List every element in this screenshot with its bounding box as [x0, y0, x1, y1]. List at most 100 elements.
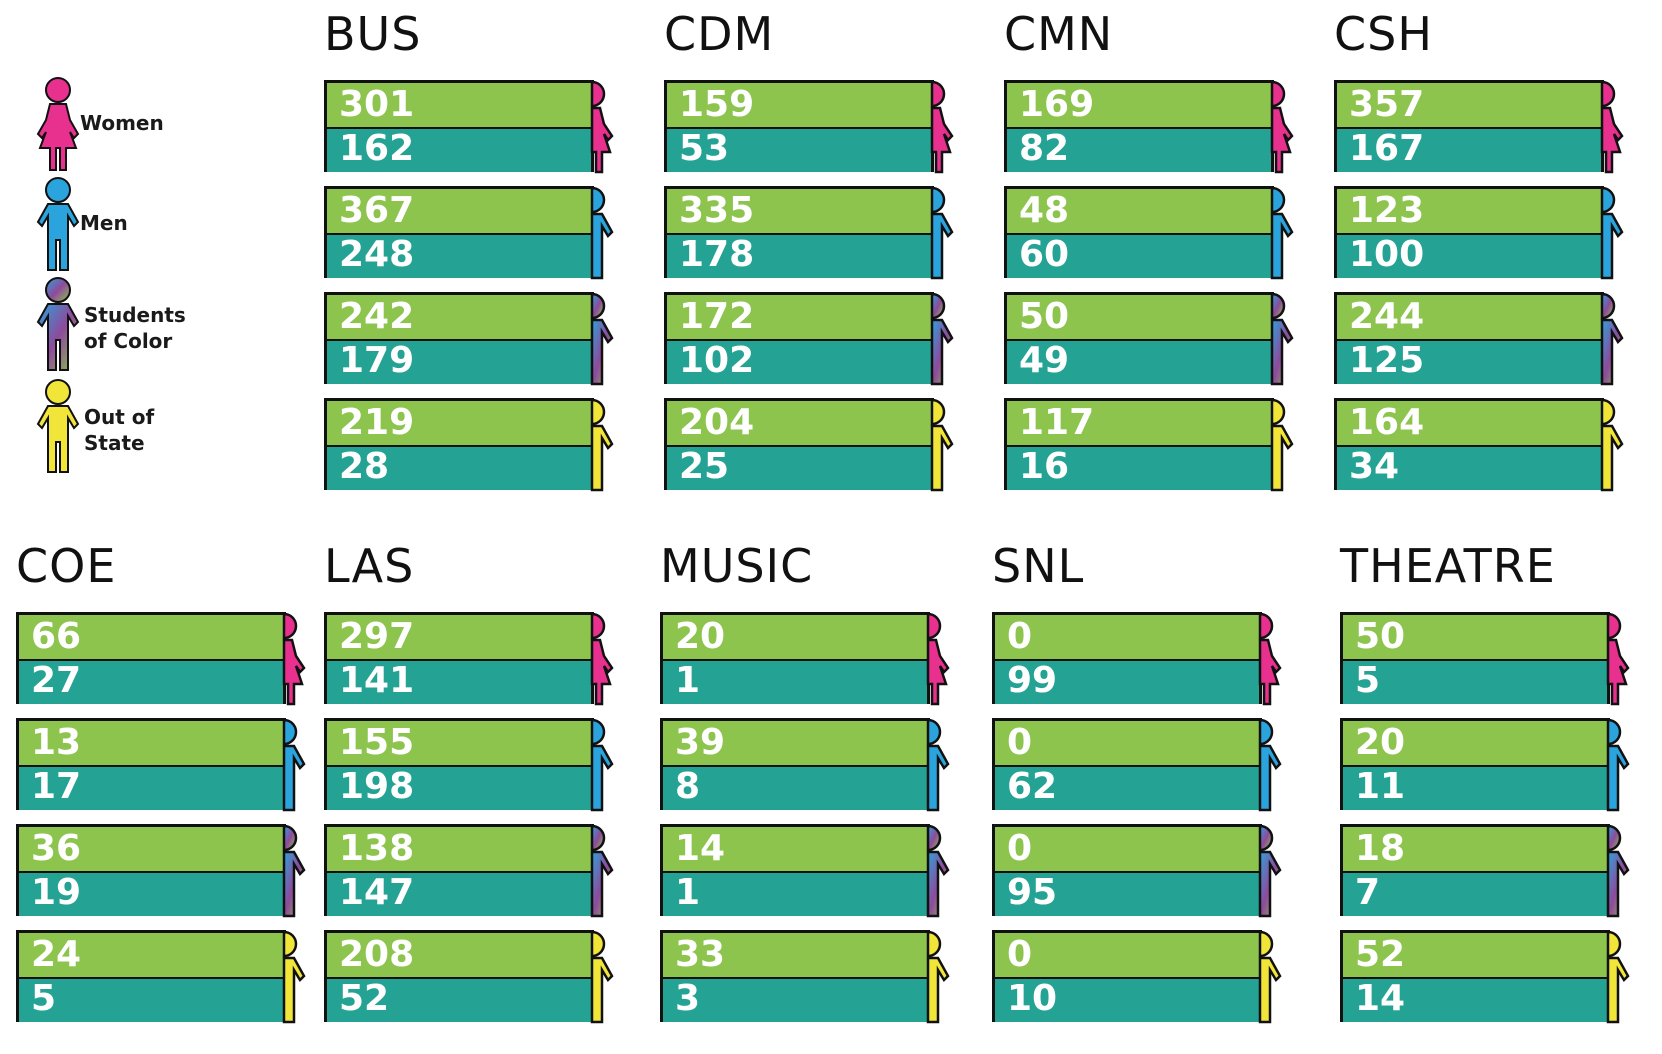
value-bottom-label: 53 [679, 128, 730, 169]
bar-top-segment [327, 721, 591, 768]
bar-bottom-segment [1343, 767, 1607, 810]
value-bottom-label: 49 [1019, 340, 1070, 381]
panel-title: MUSIC [660, 539, 814, 593]
bar-top-segment [1337, 189, 1601, 236]
bar-bottom-segment [995, 979, 1259, 1022]
value-top-label: 66 [31, 616, 82, 657]
out-of-state-icon [282, 930, 306, 1024]
bar-students-of-color: 36 19 [16, 824, 316, 920]
value-top-label: 123 [1349, 190, 1425, 231]
bar-bottom-segment [1337, 341, 1601, 384]
bar-women: 357 167 [1334, 80, 1634, 176]
legend-label-students-of-color: Students of Color [84, 303, 186, 353]
value-top-label: 13 [31, 722, 82, 763]
bar-box: 66 27 [16, 612, 286, 704]
value-bottom-label: 52 [339, 978, 390, 1019]
bar-box: 301 162 [324, 80, 594, 172]
bar-top-segment [1337, 401, 1601, 448]
bar-box: 357 167 [1334, 80, 1604, 172]
woman-icon [1270, 80, 1294, 174]
value-bottom-label: 5 [31, 978, 57, 1019]
bar-top-segment [19, 827, 283, 874]
value-top-label: 219 [339, 402, 415, 443]
woman-icon [1600, 80, 1624, 174]
bar-top-segment [1007, 295, 1271, 342]
value-top-label: 242 [339, 296, 415, 337]
bar-top-segment [1337, 295, 1601, 342]
bar-box: 20 11 [1340, 718, 1610, 810]
value-bottom-label: 82 [1019, 128, 1070, 169]
bar-box: 335 178 [664, 186, 934, 278]
bar-box: 0 62 [992, 718, 1262, 810]
woman-icon [36, 77, 80, 171]
bar-students-of-color: 0 95 [992, 824, 1292, 920]
value-top-label: 164 [1349, 402, 1425, 443]
bar-out-of-state: 33 3 [660, 930, 960, 1026]
bar-box: 0 10 [992, 930, 1262, 1022]
bar-top-segment [327, 401, 591, 448]
bar-bottom-segment [1343, 979, 1607, 1022]
bar-top-segment [995, 827, 1259, 874]
bar-top-segment [1343, 933, 1607, 980]
bar-bottom-segment [1007, 447, 1271, 490]
man-icon [36, 177, 80, 271]
out-of-state-icon [1606, 930, 1630, 1024]
bar-out-of-state: 0 10 [992, 930, 1292, 1026]
bar-bottom-segment [19, 767, 283, 810]
bar-box: 18 7 [1340, 824, 1610, 916]
legend: Women Men Students of Color Out of State [0, 0, 300, 520]
bar-out-of-state: 164 34 [1334, 398, 1634, 494]
bar-top-segment [1343, 827, 1607, 874]
bar-top-segment [19, 933, 283, 980]
bar-box: 244 125 [1334, 292, 1604, 384]
value-top-label: 18 [1355, 828, 1406, 869]
bar-bottom-segment [327, 767, 591, 810]
value-top-label: 301 [339, 84, 415, 125]
bar-top-segment [1343, 721, 1607, 768]
bar-box: 24 5 [16, 930, 286, 1022]
bar-bottom-segment [663, 661, 927, 704]
value-top-label: 52 [1355, 934, 1406, 975]
bar-bottom-segment [327, 129, 591, 172]
bar-top-segment [1343, 615, 1607, 662]
value-bottom-label: 34 [1349, 446, 1400, 487]
out-of-state-icon [1258, 930, 1282, 1024]
value-top-label: 138 [339, 828, 415, 869]
bar-out-of-state: 204 25 [664, 398, 964, 494]
bar-box: 33 3 [660, 930, 930, 1022]
panel-title: LAS [324, 539, 415, 593]
value-bottom-label: 178 [679, 234, 755, 275]
bar-box: 52 14 [1340, 930, 1610, 1022]
legend-item-out-of-state: Out of State [36, 378, 296, 478]
value-bottom-label: 16 [1019, 446, 1070, 487]
bar-box: 297 141 [324, 612, 594, 704]
bar-bottom-segment [327, 661, 591, 704]
bar-box: 172 102 [664, 292, 934, 384]
bar-students-of-color: 18 7 [1340, 824, 1640, 920]
bar-students-of-color: 138 147 [324, 824, 624, 920]
man-icon [282, 718, 306, 812]
bar-bottom-segment [19, 661, 283, 704]
bar-men: 123 100 [1334, 186, 1634, 282]
bar-students-of-color: 172 102 [664, 292, 964, 388]
value-bottom-label: 248 [339, 234, 415, 275]
bar-women: 0 99 [992, 612, 1292, 708]
bar-top-segment [1337, 83, 1601, 130]
bar-top-segment [667, 295, 931, 342]
bar-men: 20 11 [1340, 718, 1640, 814]
value-bottom-label: 8 [675, 766, 701, 807]
out-of-state-icon [1270, 398, 1294, 492]
value-top-label: 244 [1349, 296, 1425, 337]
value-top-label: 20 [675, 616, 726, 657]
value-top-label: 155 [339, 722, 415, 763]
panel-title: SNL [992, 539, 1085, 593]
value-top-label: 357 [1349, 84, 1425, 125]
bar-men: 335 178 [664, 186, 964, 282]
man-icon [590, 718, 614, 812]
out-of-state-icon [930, 398, 954, 492]
value-top-label: 48 [1019, 190, 1070, 231]
student-of-color-icon [926, 824, 950, 918]
panel-title: CDM [664, 7, 775, 61]
panel-title: COE [16, 539, 117, 593]
bar-box: 48 60 [1004, 186, 1274, 278]
